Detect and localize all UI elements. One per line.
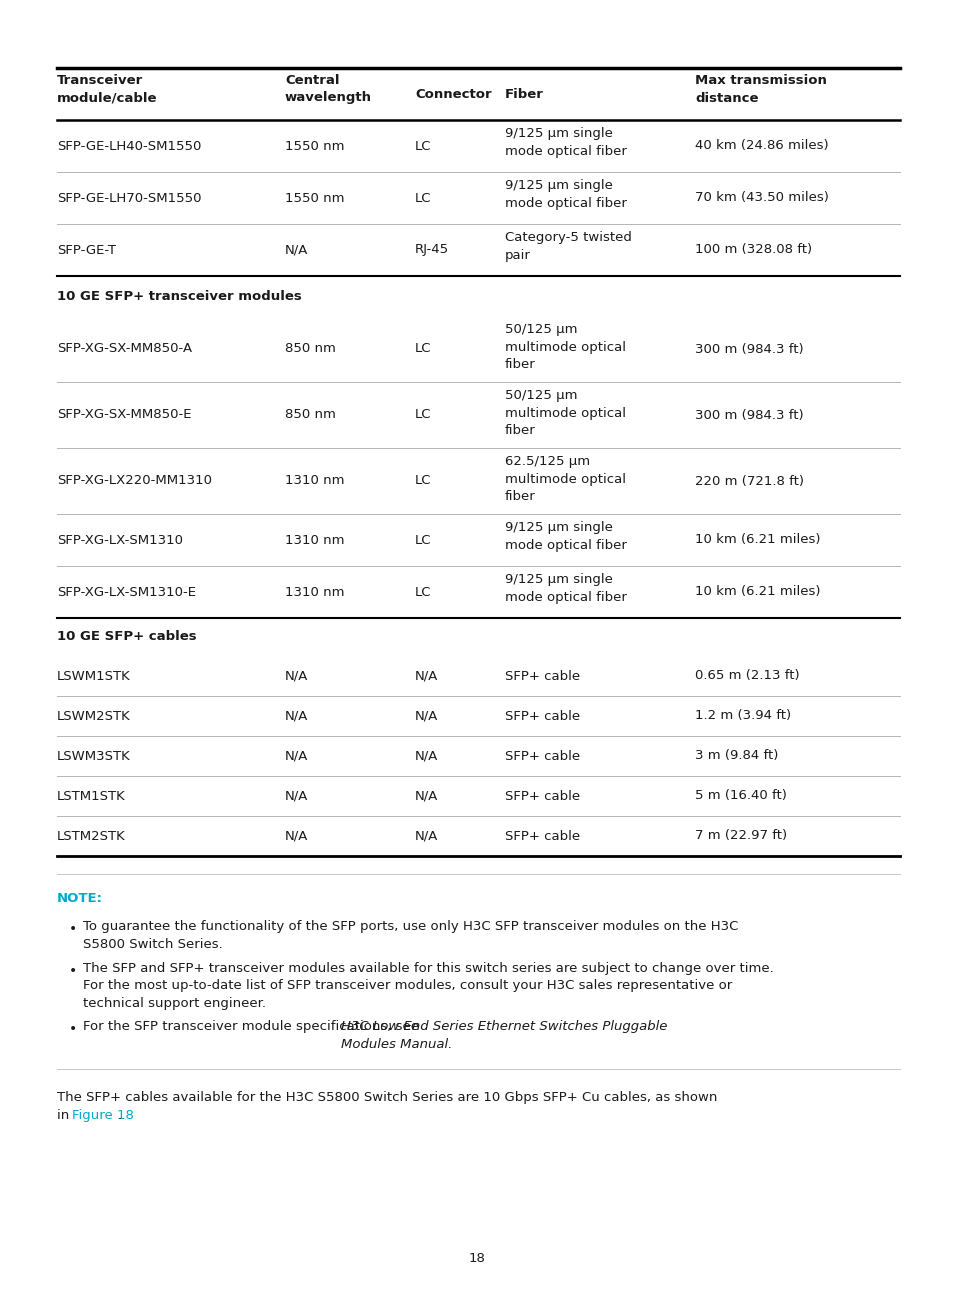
Text: NOTE:: NOTE: (57, 892, 103, 905)
Text: N/A: N/A (285, 243, 308, 256)
Text: 62.5/125 μm
multimode optical
fiber: 62.5/125 μm multimode optical fiber (504, 455, 625, 503)
Text: .: . (117, 1109, 122, 1122)
Text: SFP-XG-LX220-MM1310: SFP-XG-LX220-MM1310 (57, 475, 212, 488)
Text: •: • (69, 1022, 77, 1036)
Text: Fiber: Fiber (504, 88, 543, 101)
Text: 220 m (721.8 ft): 220 m (721.8 ft) (695, 475, 803, 488)
Text: RJ-45: RJ-45 (415, 243, 449, 256)
Text: Transceiver
module/cable: Transceiver module/cable (57, 74, 157, 105)
Text: Figure 18: Figure 18 (72, 1109, 133, 1122)
Text: LC: LC (415, 409, 431, 422)
Text: LC: LC (415, 475, 431, 488)
Text: N/A: N/A (285, 829, 308, 842)
Text: For the SFP transceiver module specifications, see: For the SFP transceiver module specifica… (83, 1020, 423, 1033)
Text: LSWM2STK: LSWM2STK (57, 709, 131, 722)
Text: SFP+ cable: SFP+ cable (504, 829, 579, 842)
Text: 1310 nm: 1310 nm (285, 585, 344, 599)
Text: H3C Low End Series Ethernet Switches Pluggable
Modules Manual.: H3C Low End Series Ethernet Switches Plu… (340, 1020, 666, 1051)
Text: 1310 nm: 1310 nm (285, 533, 344, 546)
Text: SFP+ cable: SFP+ cable (504, 789, 579, 802)
Text: 0.65 m (2.13 ft): 0.65 m (2.13 ft) (695, 669, 799, 682)
Text: Connector: Connector (415, 88, 491, 101)
Text: Category-5 twisted
pair: Category-5 twisted pair (504, 232, 631, 261)
Text: N/A: N/A (415, 789, 438, 802)
Text: 100 m (328.08 ft): 100 m (328.08 ft) (695, 243, 811, 256)
Text: 850 nm: 850 nm (285, 409, 335, 422)
Text: 5 m (16.40 ft): 5 m (16.40 ft) (695, 789, 786, 802)
Text: LC: LC (415, 140, 431, 153)
Text: Central
wavelength: Central wavelength (285, 74, 372, 105)
Text: N/A: N/A (415, 749, 438, 762)
Text: N/A: N/A (285, 749, 308, 762)
Text: N/A: N/A (415, 829, 438, 842)
Text: Max transmission
distance: Max transmission distance (695, 74, 826, 105)
Text: SFP+ cable: SFP+ cable (504, 709, 579, 722)
Text: SFP-GE-T: SFP-GE-T (57, 243, 116, 256)
Text: LSTM2STK: LSTM2STK (57, 829, 126, 842)
Text: 9/125 μm single
mode optical fiber: 9/125 μm single mode optical fiber (504, 573, 626, 603)
Text: SFP-GE-LH40-SM1550: SFP-GE-LH40-SM1550 (57, 140, 201, 153)
Text: LSWM1STK: LSWM1STK (57, 669, 131, 682)
Text: 40 km (24.86 miles): 40 km (24.86 miles) (695, 140, 828, 153)
Text: 1310 nm: 1310 nm (285, 475, 344, 488)
Text: SFP-GE-LH70-SM1550: SFP-GE-LH70-SM1550 (57, 192, 201, 204)
Text: 9/125 μm single
mode optical fiber: 9/125 μm single mode optical fiber (504, 179, 626, 210)
Text: 7 m (22.97 ft): 7 m (22.97 ft) (695, 829, 786, 842)
Text: LC: LC (415, 192, 431, 204)
Text: 300 m (984.3 ft): 300 m (984.3 ft) (695, 409, 802, 422)
Text: N/A: N/A (415, 669, 438, 682)
Text: 50/125 μm
multimode optical
fiber: 50/125 μm multimode optical fiber (504, 324, 625, 371)
Text: LC: LC (415, 343, 431, 356)
Text: in: in (57, 1109, 73, 1122)
Text: 50/125 μm
multimode optical
fiber: 50/125 μm multimode optical fiber (504, 389, 625, 437)
Text: 10 km (6.21 miles): 10 km (6.21 miles) (695, 585, 820, 599)
Text: N/A: N/A (285, 709, 308, 722)
Text: 9/125 μm single
mode optical fiber: 9/125 μm single mode optical fiber (504, 127, 626, 158)
Text: LC: LC (415, 585, 431, 599)
Text: The SFP+ cables available for the H3C S5800 Switch Series are 10 Gbps SFP+ Cu ca: The SFP+ cables available for the H3C S5… (57, 1091, 717, 1104)
Text: SFP-XG-LX-SM1310-E: SFP-XG-LX-SM1310-E (57, 585, 195, 599)
Text: N/A: N/A (415, 709, 438, 722)
Text: 3 m (9.84 ft): 3 m (9.84 ft) (695, 749, 778, 762)
Text: SFP-XG-SX-MM850-A: SFP-XG-SX-MM850-A (57, 343, 192, 356)
Text: 10 km (6.21 miles): 10 km (6.21 miles) (695, 533, 820, 546)
Text: 10 GE SFP+ cables: 10 GE SFP+ cables (57, 630, 196, 643)
Text: LSTM1STK: LSTM1STK (57, 789, 126, 802)
Text: 1.2 m (3.94 ft): 1.2 m (3.94 ft) (695, 709, 790, 722)
Text: 1550 nm: 1550 nm (285, 140, 344, 153)
Text: •: • (69, 923, 77, 936)
Text: 70 km (43.50 miles): 70 km (43.50 miles) (695, 192, 828, 204)
Text: To guarantee the functionality of the SFP ports, use only H3C SFP transceiver mo: To guarantee the functionality of the SF… (83, 920, 738, 951)
Text: 18: 18 (468, 1251, 485, 1264)
Text: 1550 nm: 1550 nm (285, 192, 344, 204)
Text: 300 m (984.3 ft): 300 m (984.3 ft) (695, 343, 802, 356)
Text: LSWM3STK: LSWM3STK (57, 749, 131, 762)
Text: N/A: N/A (285, 789, 308, 802)
Text: •: • (69, 964, 77, 978)
Text: LC: LC (415, 533, 431, 546)
Text: 9/125 μm single
mode optical fiber: 9/125 μm single mode optical fiber (504, 521, 626, 551)
Text: The SFP and SFP+ transceiver modules available for this switch series are subjec: The SFP and SFP+ transceiver modules ava… (83, 961, 773, 1011)
Text: SFP-XG-LX-SM1310: SFP-XG-LX-SM1310 (57, 533, 183, 546)
Text: 10 GE SFP+ transceiver modules: 10 GE SFP+ transceiver modules (57, 290, 301, 303)
Text: SFP+ cable: SFP+ cable (504, 749, 579, 762)
Text: SFP+ cable: SFP+ cable (504, 669, 579, 682)
Text: 850 nm: 850 nm (285, 343, 335, 356)
Text: SFP-XG-SX-MM850-E: SFP-XG-SX-MM850-E (57, 409, 192, 422)
Text: N/A: N/A (285, 669, 308, 682)
